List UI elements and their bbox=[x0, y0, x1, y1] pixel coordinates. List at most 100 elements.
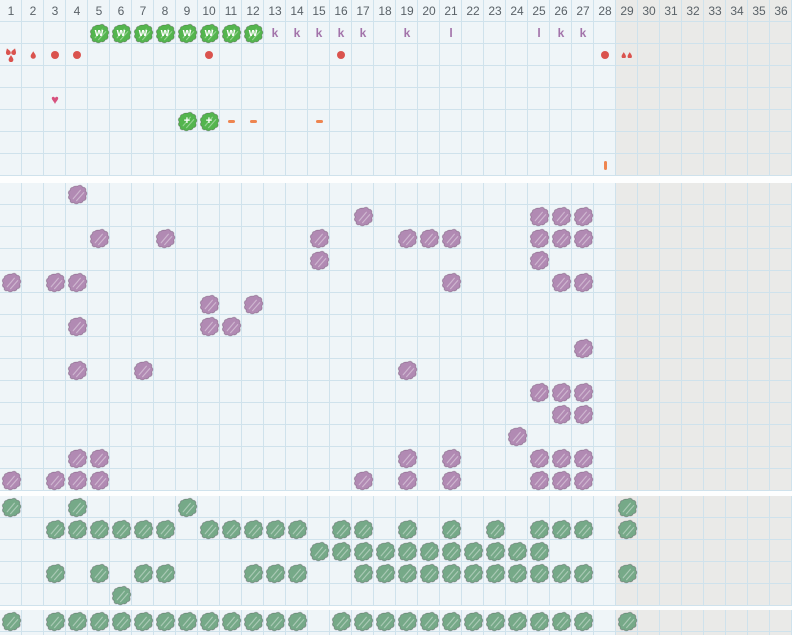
scribble-blob-icon[interactable] bbox=[396, 518, 418, 540]
scribble-blob-icon[interactable] bbox=[440, 447, 462, 469]
scribble-blob-icon[interactable] bbox=[462, 610, 484, 632]
scribble-blob-letter-icon[interactable]: w bbox=[110, 22, 132, 44]
scribble-blob-icon[interactable] bbox=[506, 425, 528, 447]
scribble-blob-icon[interactable] bbox=[220, 518, 242, 540]
scribble-blob-letter-icon[interactable]: w bbox=[132, 22, 154, 44]
dot-icon[interactable] bbox=[44, 44, 66, 66]
scribble-blob-icon[interactable] bbox=[352, 205, 374, 227]
letter-mark[interactable]: k bbox=[352, 22, 374, 44]
scribble-blob-icon[interactable] bbox=[0, 496, 22, 518]
scribble-blob-icon[interactable] bbox=[352, 540, 374, 562]
scribble-blob-icon[interactable] bbox=[484, 562, 506, 584]
scribble-blob-icon[interactable] bbox=[550, 381, 572, 403]
scribble-blob-icon[interactable] bbox=[572, 381, 594, 403]
scribble-blob-icon[interactable] bbox=[440, 540, 462, 562]
scribble-blob-icon[interactable] bbox=[110, 518, 132, 540]
dot-icon[interactable] bbox=[198, 44, 220, 66]
letter-mark[interactable]: k bbox=[572, 22, 594, 44]
letter-mark[interactable]: k bbox=[330, 22, 352, 44]
double-drop-icon[interactable] bbox=[616, 44, 638, 66]
scribble-blob-icon[interactable] bbox=[506, 562, 528, 584]
scribble-blob-icon[interactable] bbox=[550, 271, 572, 293]
scribble-blob-icon[interactable] bbox=[66, 610, 88, 632]
scribble-blob-icon[interactable] bbox=[264, 518, 286, 540]
scribble-blob-icon[interactable] bbox=[132, 610, 154, 632]
scribble-blob-icon[interactable] bbox=[418, 610, 440, 632]
scribble-blob-icon[interactable] bbox=[616, 610, 638, 632]
scribble-blob-icon[interactable] bbox=[154, 610, 176, 632]
scribble-blob-icon[interactable] bbox=[462, 562, 484, 584]
scribble-blob-icon[interactable] bbox=[308, 227, 330, 249]
scribble-blob-icon[interactable] bbox=[66, 315, 88, 337]
scribble-blob-icon[interactable] bbox=[88, 469, 110, 491]
scribble-blob-letter-icon[interactable]: w bbox=[176, 22, 198, 44]
scribble-blob-icon[interactable] bbox=[462, 540, 484, 562]
drop-icon[interactable] bbox=[22, 44, 44, 66]
dash-icon[interactable] bbox=[308, 110, 330, 132]
scribble-blob-icon[interactable] bbox=[264, 610, 286, 632]
scribble-blob-icon[interactable] bbox=[154, 227, 176, 249]
scribble-blob-icon[interactable] bbox=[44, 518, 66, 540]
dash-icon[interactable] bbox=[220, 110, 242, 132]
scribble-blob-icon[interactable] bbox=[528, 381, 550, 403]
scribble-blob-letter-icon[interactable]: w bbox=[154, 22, 176, 44]
scribble-blob-icon[interactable] bbox=[66, 518, 88, 540]
scribble-blob-icon[interactable] bbox=[88, 562, 110, 584]
scribble-blob-icon[interactable] bbox=[132, 359, 154, 381]
scribble-blob-letter-icon[interactable]: w bbox=[242, 22, 264, 44]
letter-mark[interactable]: k bbox=[308, 22, 330, 44]
scribble-blob-icon[interactable] bbox=[572, 403, 594, 425]
scribble-blob-icon[interactable] bbox=[440, 610, 462, 632]
scribble-blob-icon[interactable] bbox=[374, 562, 396, 584]
scribble-blob-icon[interactable] bbox=[550, 447, 572, 469]
dot-icon[interactable] bbox=[66, 44, 88, 66]
scribble-blob-icon[interactable] bbox=[418, 227, 440, 249]
scribble-blob-icon[interactable] bbox=[352, 518, 374, 540]
scribble-blob-icon[interactable] bbox=[396, 562, 418, 584]
scribble-blob-letter-icon[interactable]: + bbox=[198, 110, 220, 132]
scribble-blob-icon[interactable] bbox=[176, 610, 198, 632]
scribble-blob-icon[interactable] bbox=[242, 562, 264, 584]
scribble-blob-icon[interactable] bbox=[198, 518, 220, 540]
scribble-blob-icon[interactable] bbox=[198, 293, 220, 315]
scribble-blob-icon[interactable] bbox=[374, 540, 396, 562]
scribble-blob-icon[interactable] bbox=[440, 227, 462, 249]
heart-icon[interactable]: ♥ bbox=[44, 88, 66, 110]
scribble-blob-icon[interactable] bbox=[440, 562, 462, 584]
scribble-blob-icon[interactable] bbox=[396, 610, 418, 632]
scribble-blob-icon[interactable] bbox=[66, 183, 88, 205]
scribble-blob-icon[interactable] bbox=[242, 518, 264, 540]
scribble-blob-icon[interactable] bbox=[308, 249, 330, 271]
scribble-blob-icon[interactable] bbox=[484, 610, 506, 632]
scribble-blob-icon[interactable] bbox=[572, 562, 594, 584]
scribble-blob-icon[interactable] bbox=[154, 562, 176, 584]
scribble-blob-icon[interactable] bbox=[66, 447, 88, 469]
scribble-blob-icon[interactable] bbox=[572, 271, 594, 293]
scribble-blob-icon[interactable] bbox=[528, 518, 550, 540]
scribble-blob-icon[interactable] bbox=[330, 518, 352, 540]
letter-mark[interactable]: l bbox=[440, 22, 462, 44]
scribble-blob-letter-icon[interactable]: w bbox=[198, 22, 220, 44]
scribble-blob-icon[interactable] bbox=[0, 610, 22, 632]
scribble-blob-icon[interactable] bbox=[528, 610, 550, 632]
scribble-blob-icon[interactable] bbox=[396, 540, 418, 562]
triple-drop-icon[interactable] bbox=[0, 44, 22, 66]
scribble-blob-icon[interactable] bbox=[44, 469, 66, 491]
scribble-blob-letter-icon[interactable]: w bbox=[88, 22, 110, 44]
scribble-blob-icon[interactable] bbox=[44, 562, 66, 584]
scribble-blob-icon[interactable] bbox=[528, 205, 550, 227]
scribble-blob-icon[interactable] bbox=[176, 496, 198, 518]
scribble-blob-icon[interactable] bbox=[572, 227, 594, 249]
scribble-blob-icon[interactable] bbox=[198, 610, 220, 632]
scribble-blob-icon[interactable] bbox=[528, 469, 550, 491]
dot-icon[interactable] bbox=[594, 44, 616, 66]
scribble-blob-icon[interactable] bbox=[154, 518, 176, 540]
scribble-blob-icon[interactable] bbox=[286, 610, 308, 632]
letter-mark[interactable]: k bbox=[264, 22, 286, 44]
scribble-blob-icon[interactable] bbox=[286, 518, 308, 540]
scribble-blob-icon[interactable] bbox=[550, 403, 572, 425]
scribble-blob-icon[interactable] bbox=[440, 469, 462, 491]
scribble-blob-icon[interactable] bbox=[616, 496, 638, 518]
scribble-blob-icon[interactable] bbox=[528, 562, 550, 584]
scribble-blob-icon[interactable] bbox=[528, 540, 550, 562]
